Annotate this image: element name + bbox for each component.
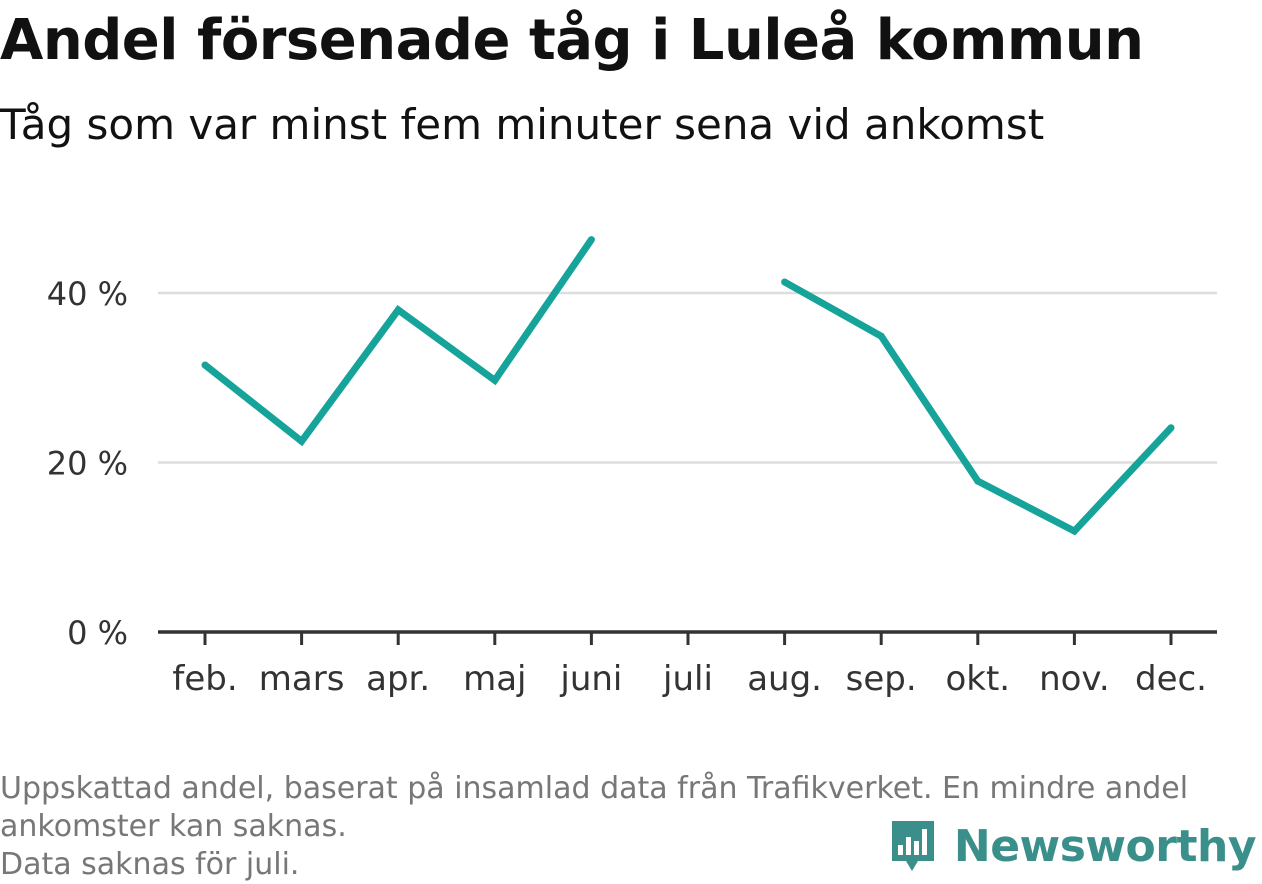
- y-tick-label: 0 %: [67, 614, 128, 652]
- footer-note-line-3: Data saknas för juli.: [0, 847, 300, 882]
- footer-note-line-1: Uppskattad andel, baserat på insamlad da…: [0, 771, 1189, 806]
- x-tick-label: sep.: [846, 659, 917, 699]
- chart-title: Andel försenade tåg i Luleå kommun: [0, 8, 1144, 73]
- x-tick-label: apr.: [366, 659, 430, 699]
- newsworthy-logo-icon: [891, 821, 934, 871]
- data-point-maj: [491, 376, 499, 384]
- x-tick-label: okt.: [945, 659, 1010, 699]
- data-point-juni: [587, 236, 595, 244]
- newsworthy-logo-text: Newsworthy: [953, 820, 1257, 872]
- chart-subtitle: Tåg som var minst fem minuter sena vid a…: [0, 100, 1045, 149]
- data-point-apr: [394, 306, 402, 314]
- x-tick-label: aug.: [747, 659, 822, 699]
- x-tick-label: nov.: [1039, 659, 1110, 699]
- footer-note: Uppskattad andel, baserat på insamlad da…: [0, 770, 1262, 884]
- line-chart: 0 % 20 % 40 % feb. mars apr. maj juni juli aug. se…: [47, 236, 1217, 699]
- data-point-sep: [877, 332, 885, 340]
- footer-note-line-2: ankomster kan saknas.: [0, 809, 347, 844]
- y-tick-label: 20 %: [47, 445, 128, 483]
- data-point-okt: [974, 477, 982, 485]
- y-tick-label: 40 %: [47, 275, 128, 313]
- x-tick-label: maj: [463, 659, 526, 699]
- x-tick-label: dec.: [1135, 659, 1207, 699]
- data-point-feb: [201, 361, 209, 369]
- series-line-segment-1: [202, 237, 595, 447]
- x-tick-label: juli: [662, 659, 713, 699]
- data-point-mars: [298, 437, 306, 445]
- newsworthy-logo: Newsworthy: [888, 817, 1257, 875]
- data-point-dec: [1167, 424, 1175, 432]
- data-point-nov: [1070, 527, 1078, 535]
- series-line-segment-2: [782, 278, 1174, 536]
- x-tick-label: feb.: [172, 659, 237, 699]
- x-tick-label: juni: [559, 659, 622, 699]
- data-point-aug: [781, 278, 789, 286]
- x-tick-label: mars: [259, 659, 345, 699]
